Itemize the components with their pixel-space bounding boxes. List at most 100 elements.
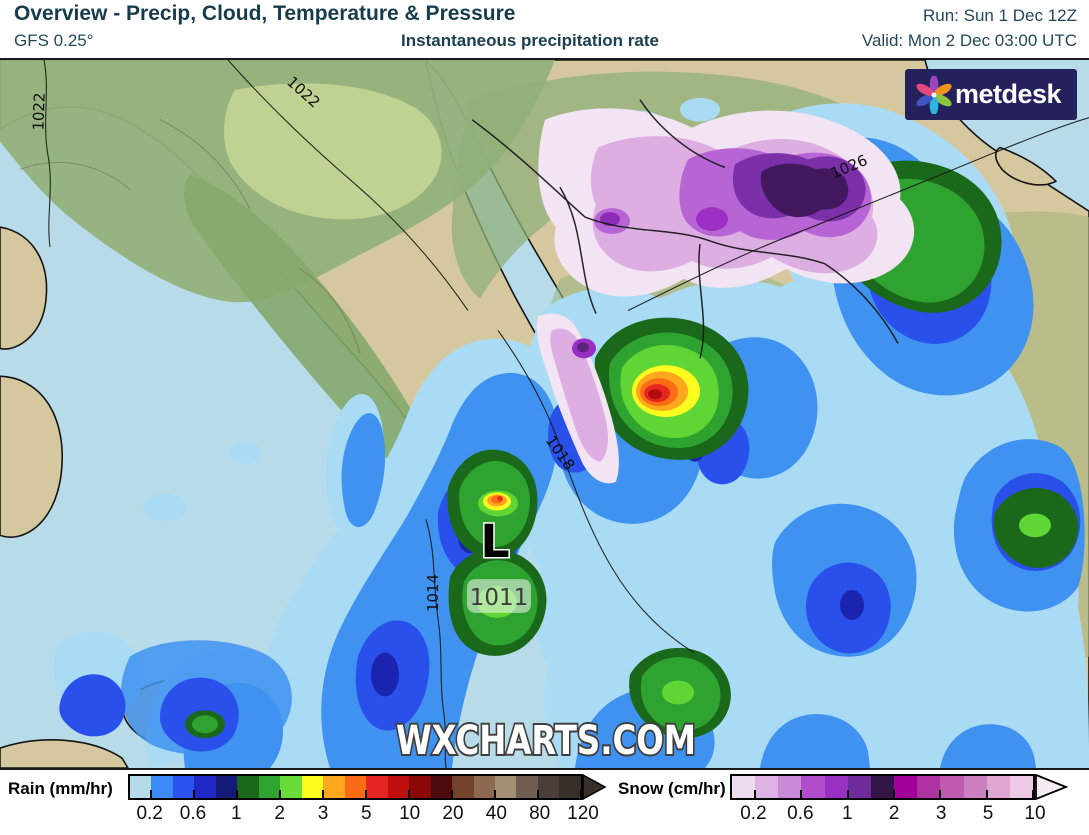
legend-tick <box>580 790 582 798</box>
legend-tick <box>322 790 325 798</box>
legend-tick <box>365 790 368 798</box>
watermark: WXCHARTS.COM <box>396 718 696 764</box>
legend-color-segment <box>494 776 517 798</box>
legend-color-segment <box>917 776 941 798</box>
model-label: GFS 0.25° <box>14 31 94 50</box>
low-pressure-marker: L 1011 <box>467 513 531 613</box>
legend-tick <box>279 790 282 798</box>
legend-tick-label: 20 <box>442 803 464 824</box>
legend-color-segment <box>963 776 987 798</box>
low-symbol: L <box>480 514 509 568</box>
legend-tick-label: 3 <box>317 803 329 824</box>
legend-tick-label: 10 <box>1024 803 1046 824</box>
legend-tick <box>494 790 497 798</box>
legend-tick-label: 80 <box>529 803 551 824</box>
legend-color-segment <box>801 776 825 798</box>
legend-tick-label: 0.6 <box>787 803 814 824</box>
page-title: Overview - Precip, Cloud, Temperature & … <box>14 2 516 25</box>
legend-color-segment <box>986 776 1010 798</box>
legend-tick <box>800 790 803 798</box>
legend-color-segment <box>387 776 410 798</box>
legend-color-segment <box>323 776 345 798</box>
legend-tick-label: 40 <box>485 803 507 824</box>
isobar-label: 1022 <box>29 92 48 131</box>
legend-tick-label: 0.6 <box>179 803 207 824</box>
low-value-bg <box>467 579 531 613</box>
legend-tick-label: 2 <box>888 803 900 824</box>
legend-tick <box>193 790 196 798</box>
legend-tick-label: 0.2 <box>136 803 163 824</box>
legend-tick <box>893 790 896 798</box>
snow-legend-label: Snow (cm/hr) <box>618 779 726 798</box>
legend-color-segment <box>130 776 152 798</box>
legend-tick <box>754 790 757 798</box>
legend-color-segment <box>1009 776 1034 798</box>
isobar-label: 1014 <box>424 574 442 612</box>
legend-color-segment <box>409 776 431 798</box>
legend-tick <box>150 790 153 798</box>
metdesk-flower-icon <box>916 75 952 114</box>
legend-color-segment <box>366 776 388 798</box>
legend-tick-label: 2 <box>274 803 285 824</box>
legend-color-segment <box>280 776 302 798</box>
low-pressure-value: 1011 <box>470 585 529 611</box>
logo-text: metdesk <box>955 79 1062 109</box>
legend-tick <box>939 790 942 798</box>
legend-color-segment <box>870 776 895 798</box>
legend-color-segment <box>301 776 324 798</box>
snow-color-bar <box>730 774 1035 800</box>
isobars <box>43 60 1089 768</box>
legend-tick-label: 5 <box>982 803 994 824</box>
legend-color-segment <box>537 776 560 798</box>
legend-color-segment <box>430 776 453 798</box>
legend-color-segment <box>194 776 216 798</box>
legend-tick <box>236 790 239 798</box>
legend-tick-label: 120 <box>567 803 599 824</box>
legend-tick <box>985 790 988 798</box>
legend-color-segment <box>778 776 802 798</box>
legend-color-segment <box>237 776 259 798</box>
legend-color-segment <box>344 776 367 798</box>
legend-tick <box>1032 790 1034 798</box>
legend-tick-label: 3 <box>935 803 947 824</box>
flower-petals <box>916 75 952 114</box>
legend-color-segment <box>258 776 281 798</box>
map-area: 1022 1022 1026 1018 1014 L 1011 WXCHARTS… <box>0 58 1089 770</box>
metdesk-logo: metdesk <box>905 69 1077 120</box>
legend-area: Rain (mm/hr) 0.2 0.6 1 2 3 5 10 20 40 80 120 Snow … <box>0 770 1089 835</box>
variable-label: Instantaneous precipitation rate <box>401 31 659 50</box>
legend-tick <box>408 790 411 798</box>
legend-tick <box>451 790 454 798</box>
country-borders <box>471 99 899 359</box>
legend-color-segment <box>940 776 964 798</box>
legend-tick-label: 1 <box>231 803 242 824</box>
legend-tick-label: 10 <box>399 803 421 824</box>
legend-tick <box>537 790 540 798</box>
run-time: Run: Sun 1 Dec 12Z <box>922 6 1077 25</box>
legend-color-segment <box>559 776 581 798</box>
legend-color-segment <box>473 776 495 798</box>
weather-map: 1022 1022 1026 1018 1014 L 1011 WXCHARTS… <box>0 60 1089 768</box>
legend-color-segment <box>172 776 195 798</box>
legend-color-segment <box>215 776 238 798</box>
header: Overview - Precip, Cloud, Temperature & … <box>0 0 1089 58</box>
legend-color-segment <box>516 776 538 798</box>
rain-areas <box>53 97 1089 768</box>
legend-tick-label: 0.2 <box>740 803 767 824</box>
legend-color-segment <box>894 776 918 798</box>
legend-tick <box>846 790 849 798</box>
rain-legend-label: Rain (mm/hr) <box>8 779 113 798</box>
legend-tick-label: 1 <box>842 803 853 824</box>
legend-color-segment <box>824 776 848 798</box>
legend-color-segment <box>847 776 871 798</box>
legend-color-segment <box>452 776 474 798</box>
snow-areas <box>536 108 915 484</box>
legend-color-segment <box>755 776 779 798</box>
legend-tick-label: 5 <box>361 803 372 824</box>
rain-color-bar <box>128 774 583 800</box>
rain-scale-arrow <box>583 774 607 800</box>
legend-color-segment <box>151 776 173 798</box>
legend-color-segment <box>732 776 756 798</box>
snow-scale-arrow <box>1035 774 1069 800</box>
